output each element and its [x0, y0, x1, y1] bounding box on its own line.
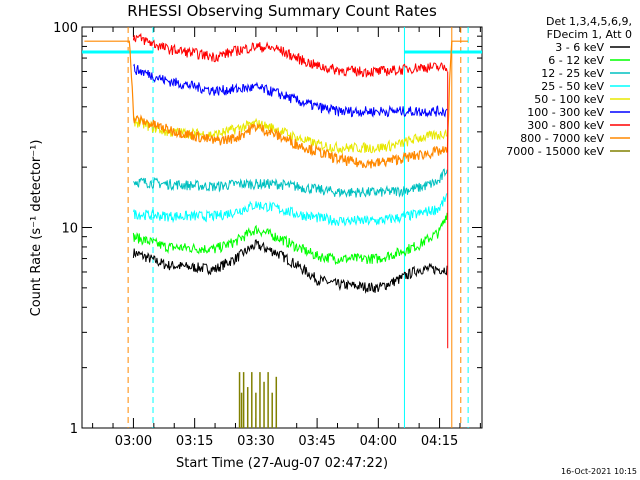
legend-entry-label: 6 - 12 keV — [548, 54, 604, 67]
x-tick-labels: 03:00 03:15 03:30 03:45 04:00 04:15 — [115, 434, 459, 449]
series-line — [132, 212, 448, 266]
series-line — [132, 32, 448, 78]
y-tick-label: 100 — [53, 21, 78, 36]
series-4 — [132, 115, 448, 155]
legend-entry-label: 100 - 300 keV — [527, 106, 604, 119]
y-tick-label: 1 — [70, 422, 78, 437]
series-0 — [132, 239, 448, 294]
series-line — [133, 63, 448, 118]
series-line — [132, 168, 448, 199]
legend: Det 1,3,4,5,6,9,FDecim 1, Att 03 - 6 keV… — [506, 15, 632, 158]
x-tick-label: 03:45 — [298, 434, 335, 449]
series-line — [84, 40, 468, 169]
timestamp: 16-Oct-2021 10:15 — [561, 467, 637, 476]
series-line — [132, 115, 448, 155]
legend-entry-label: 3 - 6 keV — [555, 41, 604, 54]
series-8 — [238, 372, 278, 428]
series-line — [132, 193, 448, 227]
x-tick-label: 03:15 — [176, 434, 213, 449]
legend-entry-label: 7000 - 15000 keV — [506, 145, 604, 158]
plot-area — [81, 26, 483, 429]
series-5 — [133, 63, 448, 118]
series-6 — [132, 32, 448, 78]
legend-header: FDecim 1, Att 0 — [547, 28, 632, 41]
series-3 — [132, 193, 448, 227]
legend-entry-label: 12 - 25 keV — [541, 67, 604, 80]
series-1 — [132, 212, 448, 266]
legend-entry-label: 800 - 7000 keV — [520, 132, 604, 145]
series-7 — [84, 40, 468, 169]
x-tick-label: 04:15 — [421, 434, 458, 449]
plot-frame — [81, 26, 483, 429]
y-axis-label: Count Rate (s⁻¹ detector⁻¹) — [29, 140, 44, 317]
series-line — [132, 239, 448, 294]
x-axis-label: Start Time (27-Aug-07 02:47:22) — [176, 456, 388, 471]
legend-header: Det 1,3,4,5,6,9, — [546, 15, 632, 28]
y-tick-label: 10 — [61, 222, 78, 237]
legend-entry-label: 300 - 800 keV — [527, 119, 604, 132]
chart-title: RHESSI Observing Summary Count Rates — [127, 2, 437, 20]
series-2 — [132, 168, 448, 199]
x-tick-label: 03:00 — [115, 434, 152, 449]
legend-entry-label: 50 - 100 keV — [534, 93, 604, 106]
legend-entry-label: 25 - 50 keV — [541, 80, 604, 93]
x-tick-label: 04:00 — [360, 434, 397, 449]
x-tick-label: 03:30 — [237, 434, 274, 449]
y-tick-labels: 1 10 100 — [53, 21, 78, 437]
